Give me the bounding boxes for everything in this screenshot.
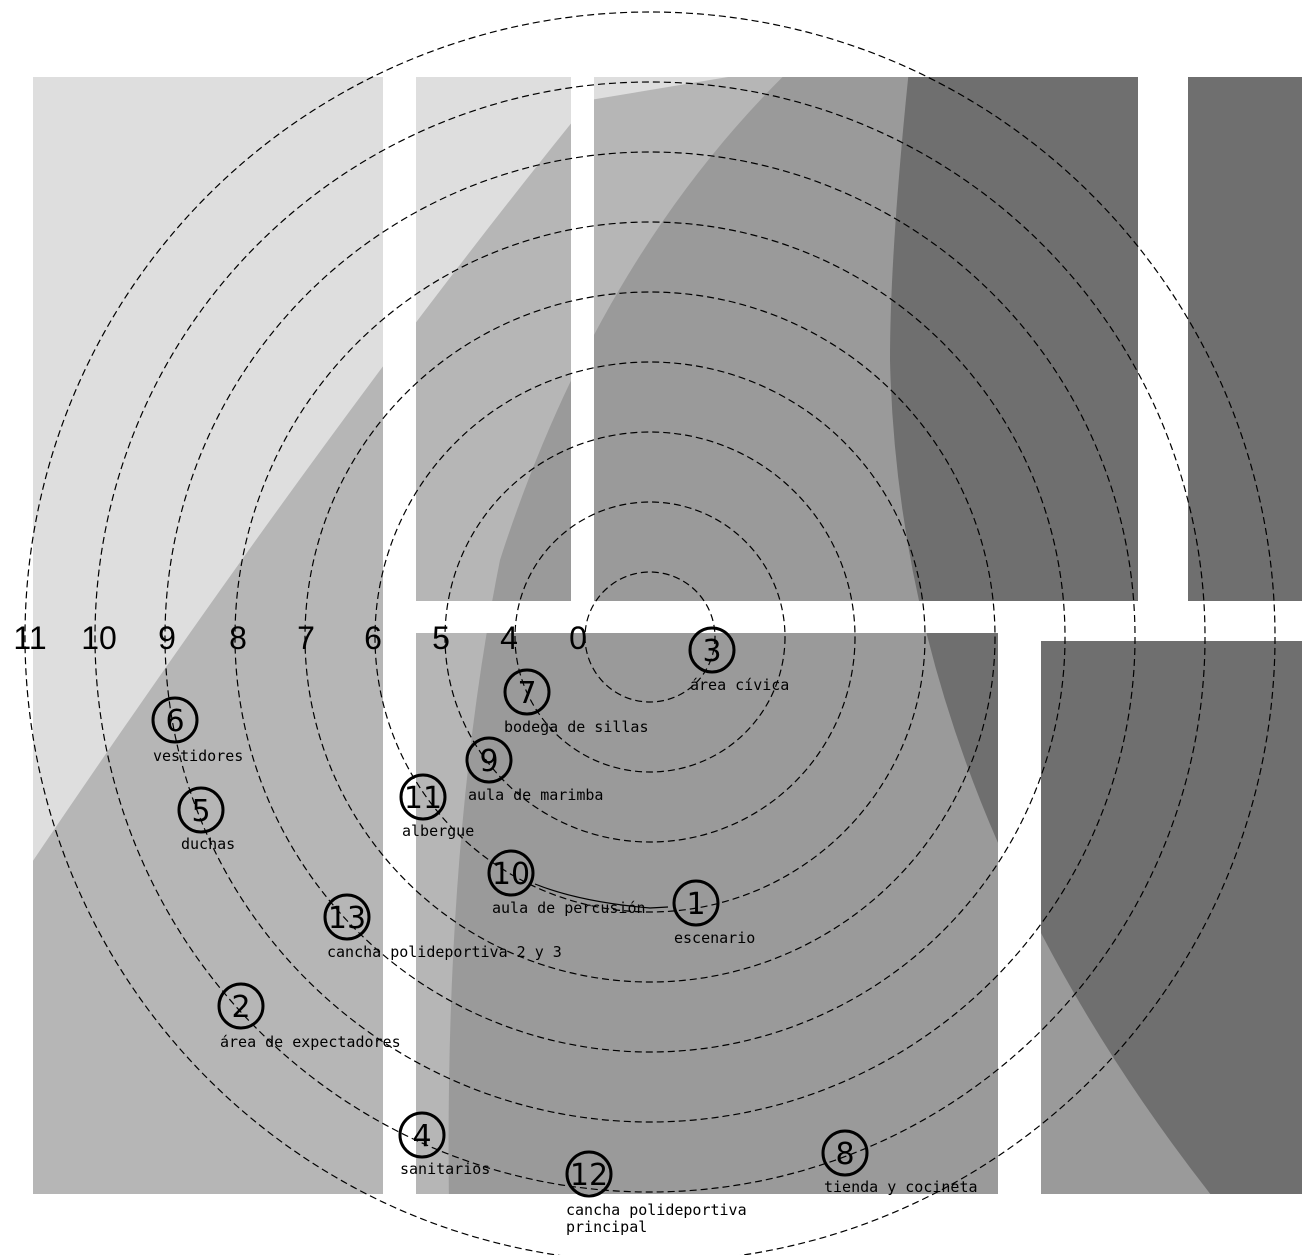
program-node: 1 escenario <box>672 879 755 947</box>
node-number: 4 <box>412 1119 431 1154</box>
proximity-ring <box>24 11 1276 1255</box>
node-number: 13 <box>328 901 366 936</box>
node-label: sanitarios <box>400 1160 490 1178</box>
node-label: vestidores <box>153 747 243 765</box>
program-node: 7 bodega de sillas <box>503 668 649 736</box>
proximity-ring <box>514 501 786 773</box>
ring-scale-label: 4 <box>500 620 518 656</box>
node-number: 3 <box>702 634 721 669</box>
node-number: 11 <box>404 781 442 816</box>
node-label: escenario <box>674 929 755 947</box>
node-number: 7 <box>517 676 536 711</box>
node-number: 10 <box>492 857 530 892</box>
proximity-ring <box>304 291 996 983</box>
program-node: 3 área cívica <box>688 626 789 694</box>
proximity-ring <box>584 571 716 703</box>
proximity-rings <box>24 11 1276 1255</box>
node-marker <box>217 982 265 1030</box>
ring-scale-label: 8 <box>229 620 247 656</box>
proximity-ring <box>234 221 1066 1053</box>
program-node: 13 cancha polideportiva 2 y 3 <box>323 893 562 961</box>
node-number: 2 <box>231 990 250 1025</box>
node-marker <box>465 736 513 784</box>
node-label: aula de marimba <box>468 786 603 804</box>
node-label: duchas <box>181 835 235 853</box>
program-node: 6 vestidores <box>151 696 243 765</box>
connector-10-to-1 <box>534 883 669 909</box>
proximity-ring <box>444 431 856 843</box>
ring-scale-label: 0 <box>569 620 587 656</box>
program-node: 10 aula de percusión <box>487 849 646 917</box>
program-nodes: 1 escenario 2 área de expectadores 3 área cív… <box>151 626 978 1236</box>
node-marker <box>503 668 551 716</box>
ring-scale-label: 6 <box>364 620 382 656</box>
node-label: bodega de sillas <box>504 718 649 736</box>
node-number: 9 <box>479 744 498 779</box>
zone-dark <box>890 77 1302 1194</box>
node-label: cancha polideportiva 2 y 3 <box>327 943 562 961</box>
node-label: área de expectadores <box>220 1033 401 1051</box>
node-marker <box>487 849 535 897</box>
ring-scale-label: 10 <box>81 620 117 656</box>
node-label: principal <box>566 1218 647 1236</box>
ring-scale-label: 9 <box>158 620 176 656</box>
program-node: 8 tienda y cocineta <box>821 1129 978 1196</box>
node-number: 8 <box>835 1137 854 1172</box>
program-node: 5 duchas <box>177 786 235 853</box>
ring-scale: 11 10 9 8 7 6 5 4 0 <box>13 620 587 656</box>
node-number: 1 <box>686 887 705 922</box>
node-number: 5 <box>191 794 210 829</box>
node-label: tienda y cocineta <box>824 1178 978 1196</box>
node-marker <box>151 696 199 744</box>
ring-scale-label: 7 <box>297 620 315 656</box>
node-label: albergue <box>402 822 474 840</box>
node-number: 6 <box>165 704 184 739</box>
program-node: 9 aula de marimba <box>465 736 603 804</box>
program-node: 11 albergue <box>399 773 474 840</box>
ring-scale-label: 5 <box>432 620 450 656</box>
node-marker <box>821 1129 869 1177</box>
node-marker <box>399 773 447 821</box>
node-marker <box>688 626 736 674</box>
node-marker <box>323 893 371 941</box>
node-marker <box>398 1111 446 1159</box>
node-label: aula de percusión <box>492 899 646 917</box>
node-label: área cívica <box>690 676 789 694</box>
node-marker <box>565 1150 613 1198</box>
proximity-ring <box>374 361 926 913</box>
node-marker <box>177 786 225 834</box>
node-marker <box>672 879 720 927</box>
node-label: cancha polideportiva <box>566 1201 747 1219</box>
program-node: 4 sanitarios <box>398 1111 490 1178</box>
proximity-ring <box>164 151 1136 1123</box>
ring-scale-label: 11 <box>13 620 46 656</box>
node-number: 12 <box>570 1158 608 1193</box>
program-node: 2 área de expectadores <box>217 982 401 1051</box>
proximity-ring <box>94 81 1206 1193</box>
